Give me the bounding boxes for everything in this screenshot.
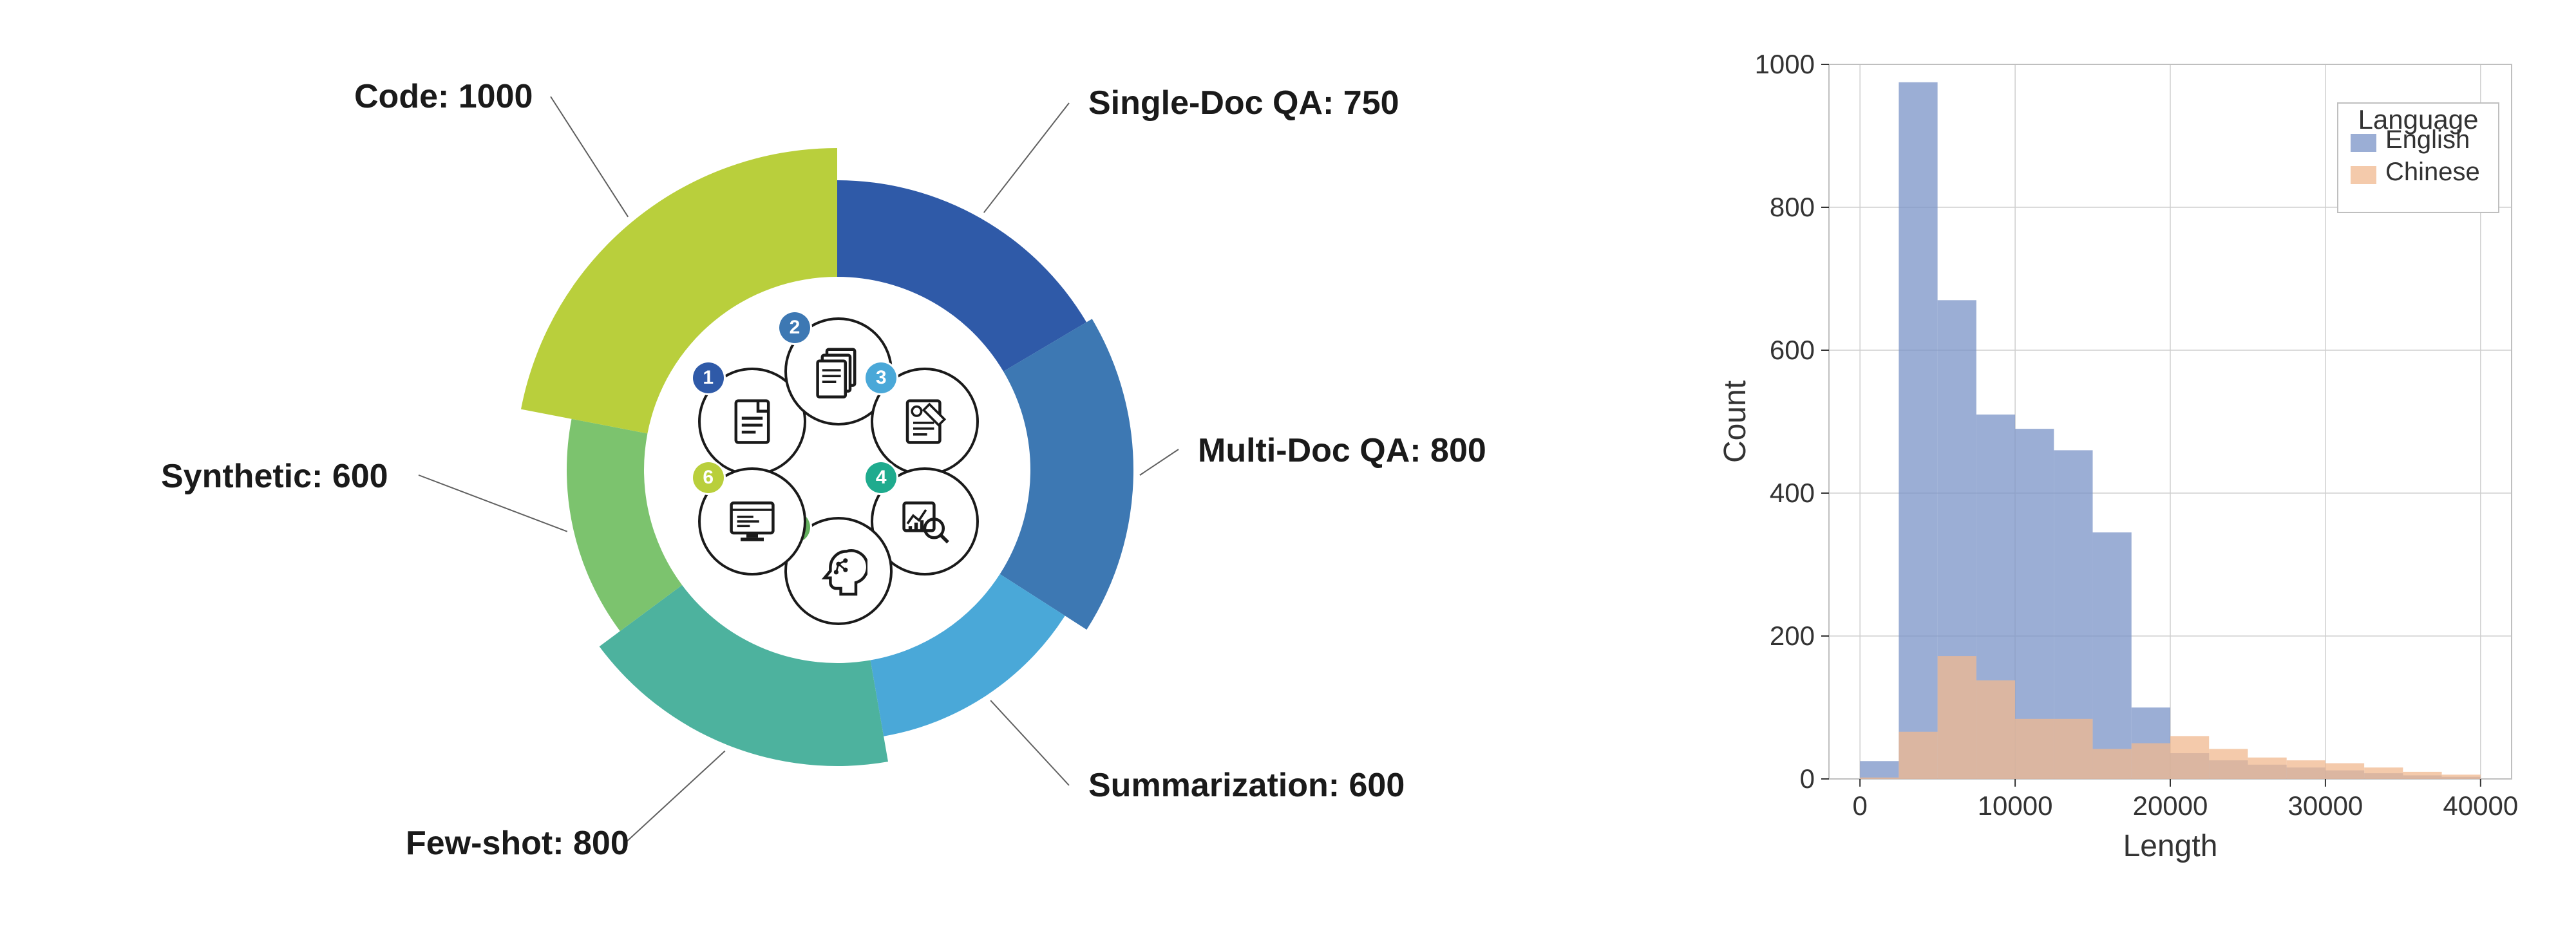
histogram-bar xyxy=(2442,774,2481,779)
histogram-ytick-label: 0 xyxy=(1800,763,1815,794)
donut-leader-line xyxy=(551,97,628,217)
donut-leader-line xyxy=(984,103,1069,212)
donut-label-few-shot: Few-shot: 800 xyxy=(406,824,629,863)
legend-swatch xyxy=(2351,134,2376,152)
histogram-bar xyxy=(2054,719,2092,779)
histogram-xtick-label: 20000 xyxy=(2133,791,2208,821)
histogram-bar xyxy=(2209,749,2248,779)
histogram-bar xyxy=(2093,749,2132,779)
donut-inner-icons: 123456 xyxy=(670,303,1005,637)
histogram-bar xyxy=(1976,680,2015,779)
donut-chart: Single-Doc QA: 750 Multi-Doc QA: 800 Sum… xyxy=(193,52,1481,888)
histogram-ytick-label: 600 xyxy=(1770,335,1815,365)
donut-leader-line xyxy=(990,700,1069,785)
histogram-bar xyxy=(2364,767,2403,779)
histogram-bar xyxy=(1899,82,1937,779)
legend-label: English xyxy=(2385,126,2470,154)
donut-label-multi-doc: Multi-Doc QA: 800 xyxy=(1198,431,1486,470)
donut-label-single-doc: Single-Doc QA: 750 xyxy=(1088,84,1399,122)
histogram-bar xyxy=(2170,736,2209,779)
histogram-bar xyxy=(1860,761,1899,779)
donut-badge: 1 xyxy=(693,362,724,393)
histogram-bar xyxy=(2287,760,2325,779)
donut-label-code: Code: 1000 xyxy=(354,77,533,116)
donut-segment xyxy=(1000,319,1133,630)
donut-label-summarization: Summarization: 600 xyxy=(1088,766,1405,805)
donut-badge: 3 xyxy=(866,362,896,393)
histogram-bar xyxy=(1860,778,1899,779)
histogram-bar xyxy=(1938,656,1976,779)
donut-leader-line xyxy=(419,475,567,532)
histogram-chart: 0 10000 20000 30000 40000 0 200 400 600 800 1000 Le… xyxy=(1707,39,2531,888)
histogram-xtick-label: 10000 xyxy=(1978,791,2053,821)
donut-badge: 4 xyxy=(866,462,896,493)
donut-badge: 6 xyxy=(693,462,724,493)
donut-leader-line xyxy=(1140,449,1179,475)
histogram-bar xyxy=(2093,532,2132,779)
figure-page: Single-Doc QA: 750 Multi-Doc QA: 800 Sum… xyxy=(0,0,2576,927)
histogram-xtick-label: 0 xyxy=(1853,791,1868,821)
legend-swatch xyxy=(2351,166,2376,184)
histogram-bar xyxy=(2403,772,2441,779)
histogram-ytick-label: 400 xyxy=(1770,478,1815,508)
histogram-bar xyxy=(2248,758,2286,779)
histogram-bar xyxy=(2325,763,2364,779)
histogram-svg: 0 10000 20000 30000 40000 0 200 400 600 800 1000 Le… xyxy=(1707,39,2531,888)
histogram-ylabel: Count xyxy=(1718,380,1752,463)
donut-badge: 2 xyxy=(779,312,810,343)
histogram-xtick-label: 40000 xyxy=(2443,791,2518,821)
donut-label-synthetic: Synthetic: 600 xyxy=(161,457,388,496)
legend-label: Chinese xyxy=(2385,158,2480,186)
histogram-ytick-label: 800 xyxy=(1770,192,1815,222)
histogram-ytick-label: 1000 xyxy=(1755,49,1815,79)
histogram-bar xyxy=(2015,719,2054,779)
histogram-ytick-label: 200 xyxy=(1770,621,1815,651)
histogram-xtick-label: 30000 xyxy=(2288,791,2363,821)
histogram-xlabel: Length xyxy=(2123,829,2218,863)
histogram-bar xyxy=(1899,732,1937,779)
histogram-bar xyxy=(2132,744,2170,780)
donut-leader-line xyxy=(625,751,725,843)
